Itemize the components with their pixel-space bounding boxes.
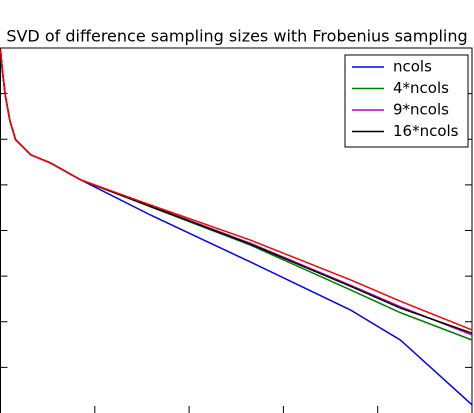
legend-box [344,54,469,148]
legend-label: ncols [393,58,432,76]
plot-frame [0,47,473,413]
series-line [0,49,473,331]
legend-label: 9*ncols [393,101,449,119]
legend: ncols 4*ncols 9*ncols 16*ncols [344,54,469,148]
legend-label: 4*ncols [393,79,449,97]
chart-title: SVD of difference sampling sizes with Fr… [6,27,467,46]
legend-label: 16*ncols [393,122,459,140]
